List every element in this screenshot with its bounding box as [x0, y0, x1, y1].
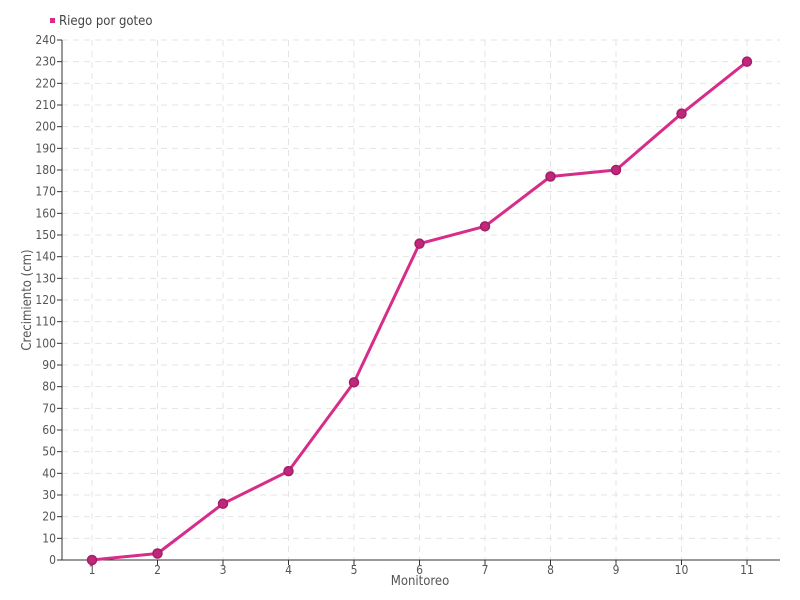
y-tick-label: 210	[35, 98, 56, 112]
y-tick-label: 90	[42, 358, 56, 372]
y-tick-label: 40	[42, 466, 56, 480]
x-axis-title: Monitoreo	[391, 574, 450, 589]
y-tick-label: 20	[42, 510, 56, 524]
legend-label: Riego por goteo	[59, 14, 152, 29]
y-tick-label: 150	[35, 228, 56, 242]
y-tick-label: 140	[35, 250, 56, 264]
y-tick-label: 230	[35, 55, 56, 69]
y-tick-label: 80	[42, 380, 56, 394]
data-point[interactable]	[152, 548, 163, 559]
y-tick-label: 60	[42, 423, 56, 437]
y-tick-label: 130	[35, 271, 56, 285]
x-tick-label: 11	[740, 563, 754, 577]
y-axis-title: Crecimiento (cm)	[20, 249, 35, 350]
y-tick-label: 220	[35, 76, 56, 90]
y-tick-label: 10	[42, 531, 56, 545]
y-tick-label: 160	[35, 206, 56, 220]
data-point[interactable]	[217, 498, 229, 509]
y-tick-label: 0	[49, 553, 56, 567]
data-point[interactable]	[545, 171, 556, 182]
x-tick-label: 2	[154, 563, 161, 577]
y-axis-ticks: 0 10 20 30 40 50 60 70 80 90 100 110 120 130 140 150 160…	[35, 33, 62, 567]
y-tick-label: 120	[35, 293, 56, 307]
y-tick-label: 240	[35, 33, 56, 47]
data-point[interactable]	[479, 221, 491, 232]
y-tick-label: 70	[42, 401, 56, 415]
legend-swatch	[50, 18, 55, 23]
data-point[interactable]	[86, 554, 98, 566]
y-tick-label: 50	[42, 445, 56, 459]
x-tick-label: 10	[675, 563, 689, 577]
x-tick-label: 7	[482, 563, 489, 577]
y-tick-label: 200	[35, 120, 56, 134]
y-tick-label: 30	[42, 488, 56, 502]
x-tick-label: 9	[613, 563, 620, 577]
x-tick-label: 5	[351, 563, 358, 577]
grid-lines	[62, 39, 780, 560]
data-point[interactable]	[741, 56, 753, 67]
x-tick-label: 3	[220, 563, 227, 577]
data-point[interactable]	[610, 164, 622, 176]
y-tick-label: 190	[35, 141, 56, 155]
x-tick-label: 4	[285, 563, 292, 577]
y-tick-label: 170	[35, 185, 56, 199]
data-point[interactable]	[414, 238, 425, 249]
data-point[interactable]	[676, 108, 687, 119]
x-tick-label: 1	[89, 563, 96, 577]
series	[86, 56, 753, 566]
data-point[interactable]	[348, 377, 360, 388]
legend: Riego por goteo	[50, 14, 152, 29]
data-point[interactable]	[283, 465, 294, 477]
x-tick-label: 6	[416, 563, 423, 577]
x-tick-label: 8	[547, 563, 554, 577]
y-tick-label: 180	[35, 163, 56, 177]
y-tick-label: 110	[35, 315, 56, 329]
y-tick-label: 100	[35, 336, 56, 350]
